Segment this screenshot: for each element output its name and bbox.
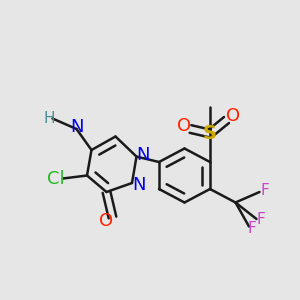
Text: Cl: Cl — [47, 169, 64, 188]
Text: F: F — [248, 221, 256, 236]
Text: H: H — [44, 111, 55, 126]
Text: N: N — [132, 176, 145, 194]
Text: F: F — [260, 183, 269, 198]
Text: N: N — [70, 118, 83, 136]
Text: S: S — [203, 124, 217, 143]
Text: N: N — [136, 146, 150, 164]
Text: O: O — [99, 212, 113, 230]
Text: F: F — [256, 212, 266, 226]
Text: O: O — [177, 117, 191, 135]
Text: O: O — [226, 107, 240, 125]
